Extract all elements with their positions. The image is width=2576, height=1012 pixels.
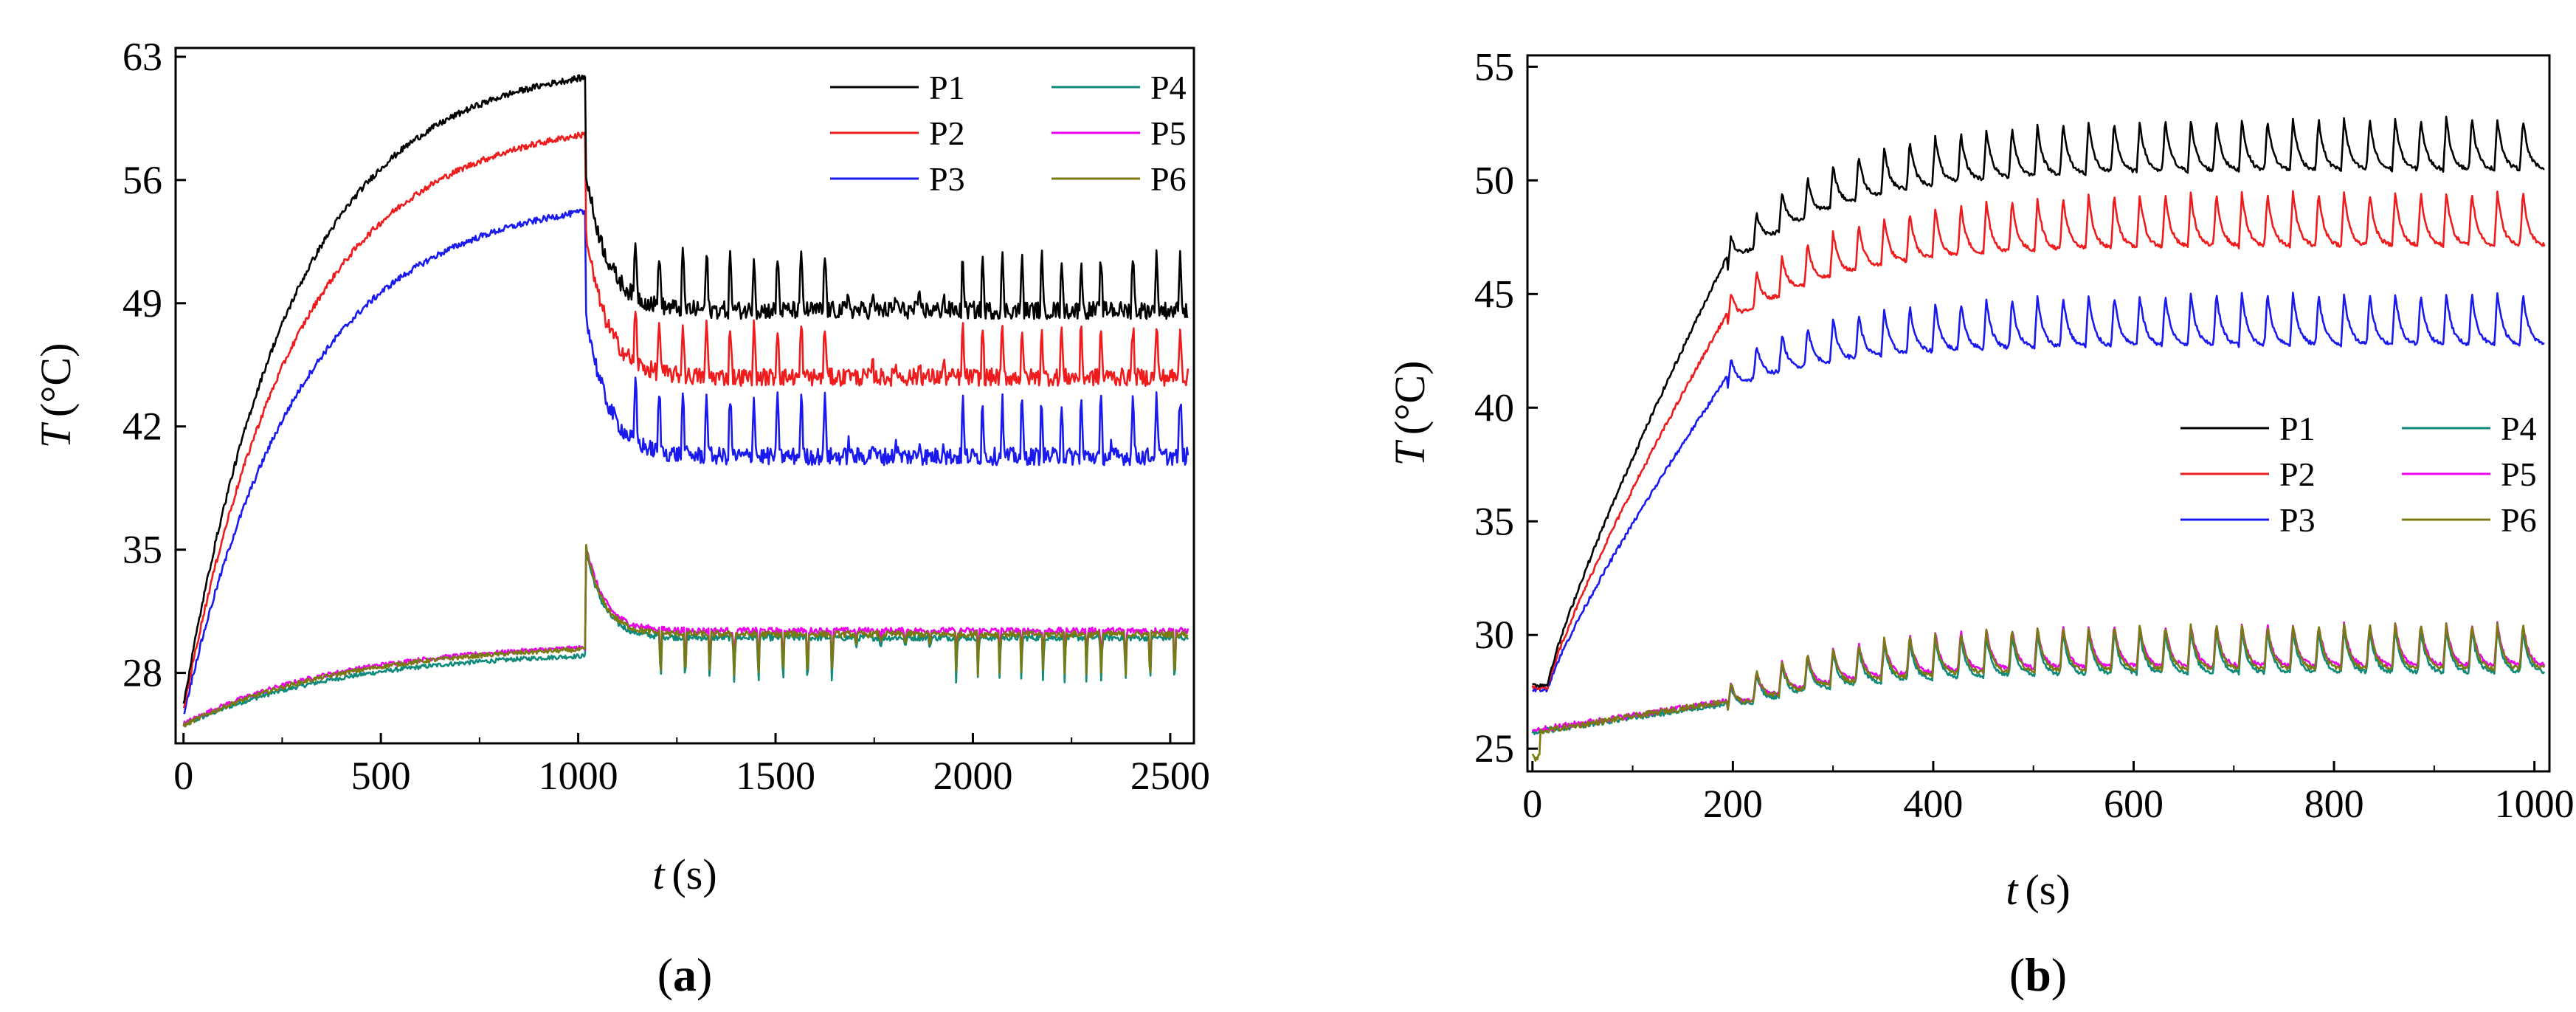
y-tick-label-28: 28 <box>122 651 162 695</box>
axis-ticks-a: 0 500 1000 1500 2000 2500 28 35 42 49 56 63 <box>122 35 1210 798</box>
x-axis-label-a: t (s) <box>652 850 716 898</box>
series-line-p3 <box>183 208 1189 715</box>
x-tick-label-2000: 2000 <box>933 754 1012 798</box>
panel-label-a: (a) <box>657 949 713 1001</box>
plot-frame-b <box>1526 54 2551 773</box>
x-tick-label-600: 600 <box>2104 782 2164 826</box>
x-tick-label-500: 500 <box>351 754 411 798</box>
series-line-p6 <box>182 543 1189 728</box>
legend-label-p3: P3 <box>2279 501 2316 539</box>
y-tick-label-30: 30 <box>1474 613 1514 657</box>
plot-frame-a <box>174 47 1195 745</box>
x-tick-label-0: 0 <box>1522 782 1542 826</box>
plot-area-a <box>182 74 1189 728</box>
y-tick-label-42: 42 <box>122 405 162 449</box>
x-tick-label-1000: 1000 <box>2495 782 2575 826</box>
y-axis-label-b: T(°C) <box>1386 361 1434 467</box>
y-tick-label-35: 35 <box>1474 499 1514 543</box>
y-axis-label-a: T(°C) <box>32 343 80 449</box>
legend-label-p4: P4 <box>2501 410 2537 447</box>
x-tick-label-2500: 2500 <box>1130 754 1210 798</box>
series-line-p2 <box>182 131 1189 709</box>
legend-b: P1 P2 P3 P4 P5 P6 <box>2180 410 2537 539</box>
x-tick-label-1500: 1500 <box>736 754 815 798</box>
plot-area-b <box>1531 115 2546 762</box>
panel-letter-a: a <box>673 949 697 1001</box>
x-tick-label-0: 0 <box>173 754 193 798</box>
y-tick-label-55: 55 <box>1474 44 1514 89</box>
y-tick-label-35: 35 <box>122 528 162 572</box>
x-tick-label-400: 400 <box>1903 782 1963 826</box>
panel-label-b: (b) <box>2009 949 2067 1001</box>
y-tick-label-25: 25 <box>1474 726 1514 771</box>
y-tick-label-49: 49 <box>122 281 162 326</box>
legend-label-p5: P5 <box>1150 114 1187 152</box>
y-tick-label-56: 56 <box>122 158 162 202</box>
legend-label-p1: P1 <box>2279 410 2316 447</box>
series-line-p1 <box>1531 115 2545 688</box>
y-tick-label-63: 63 <box>122 35 162 79</box>
legend-label-p1: P1 <box>929 69 965 106</box>
series-line-p6 <box>1531 622 2546 762</box>
x-tick-label-200: 200 <box>1703 782 1763 826</box>
axis-ticks-b: 0 200 400 600 800 1000 25 30 35 40 45 50 55 <box>1474 44 2575 826</box>
panel-letter-b: b <box>2025 949 2051 1001</box>
legend-label-p3: P3 <box>929 160 965 198</box>
series-line-p3 <box>1532 292 2545 693</box>
legend-label-p6: P6 <box>2501 501 2537 539</box>
y-tick-label-50: 50 <box>1474 158 1514 202</box>
x-tick-label-800: 800 <box>2304 782 2364 826</box>
legend-label-p6: P6 <box>1150 160 1187 198</box>
series-line-p4 <box>1531 628 2546 735</box>
x-tick-label-1000: 1000 <box>539 754 618 798</box>
legend-label-p5: P5 <box>2501 455 2537 493</box>
y-tick-label-45: 45 <box>1474 272 1514 316</box>
x-axis-label-b: t (s) <box>2006 866 2070 914</box>
legend-a: P1 P2 P3 P4 P5 P6 <box>830 69 1187 198</box>
series-line-p1 <box>182 74 1189 704</box>
legend-label-p2: P2 <box>929 114 965 152</box>
series-line-p2 <box>1531 190 2546 691</box>
legend-label-p2: P2 <box>2279 455 2316 493</box>
chart-panel-b: 0 200 400 600 800 1000 25 30 35 40 45 50 55 P1 P2 P3 P4… <box>1386 44 2575 1001</box>
legend-label-p4: P4 <box>1150 69 1187 106</box>
y-tick-label-40: 40 <box>1474 385 1514 430</box>
